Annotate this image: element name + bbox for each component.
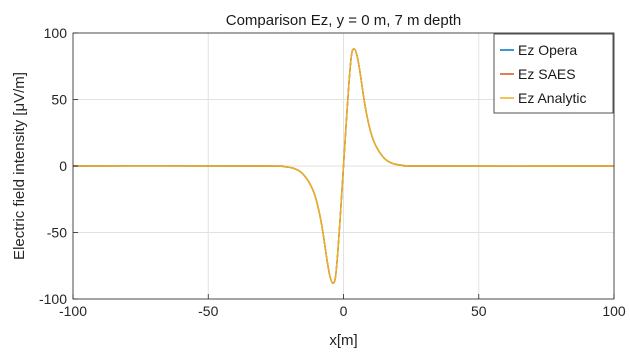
series-layer bbox=[72, 48, 615, 284]
y-axis-label: Electric field intensity [μV/m] bbox=[11, 72, 28, 260]
y-tick-label: -50 bbox=[47, 225, 67, 241]
y-tick-label: 50 bbox=[51, 92, 67, 108]
legend-label-ez-saes: Ez SAES bbox=[518, 66, 576, 82]
chart-title: Comparison Ez, y = 0 m, 7 m depth bbox=[226, 12, 462, 29]
y-tick-label: 100 bbox=[44, 25, 68, 41]
y-tick-label: -100 bbox=[39, 291, 67, 307]
x-tick-label: -50 bbox=[198, 303, 218, 319]
legend: Ez Opera Ez SAES Ez Analytic bbox=[493, 33, 614, 114]
x-tick-label: 100 bbox=[602, 303, 626, 319]
axis-ticks: -100 -50 0 50 100 -100 -50 0 50 100 bbox=[39, 25, 626, 319]
y-tick-label: 0 bbox=[59, 158, 67, 174]
legend-label-ez-analytic: Ez Analytic bbox=[518, 90, 586, 106]
legend-label-ez-opera: Ez Opera bbox=[518, 42, 577, 58]
x-tick-label: 50 bbox=[471, 303, 487, 319]
x-tick-label: 0 bbox=[340, 303, 348, 319]
series-line-ez-analytic bbox=[72, 48, 615, 284]
x-tick-label: -100 bbox=[59, 303, 87, 319]
x-axis-label: x[m] bbox=[329, 332, 357, 349]
